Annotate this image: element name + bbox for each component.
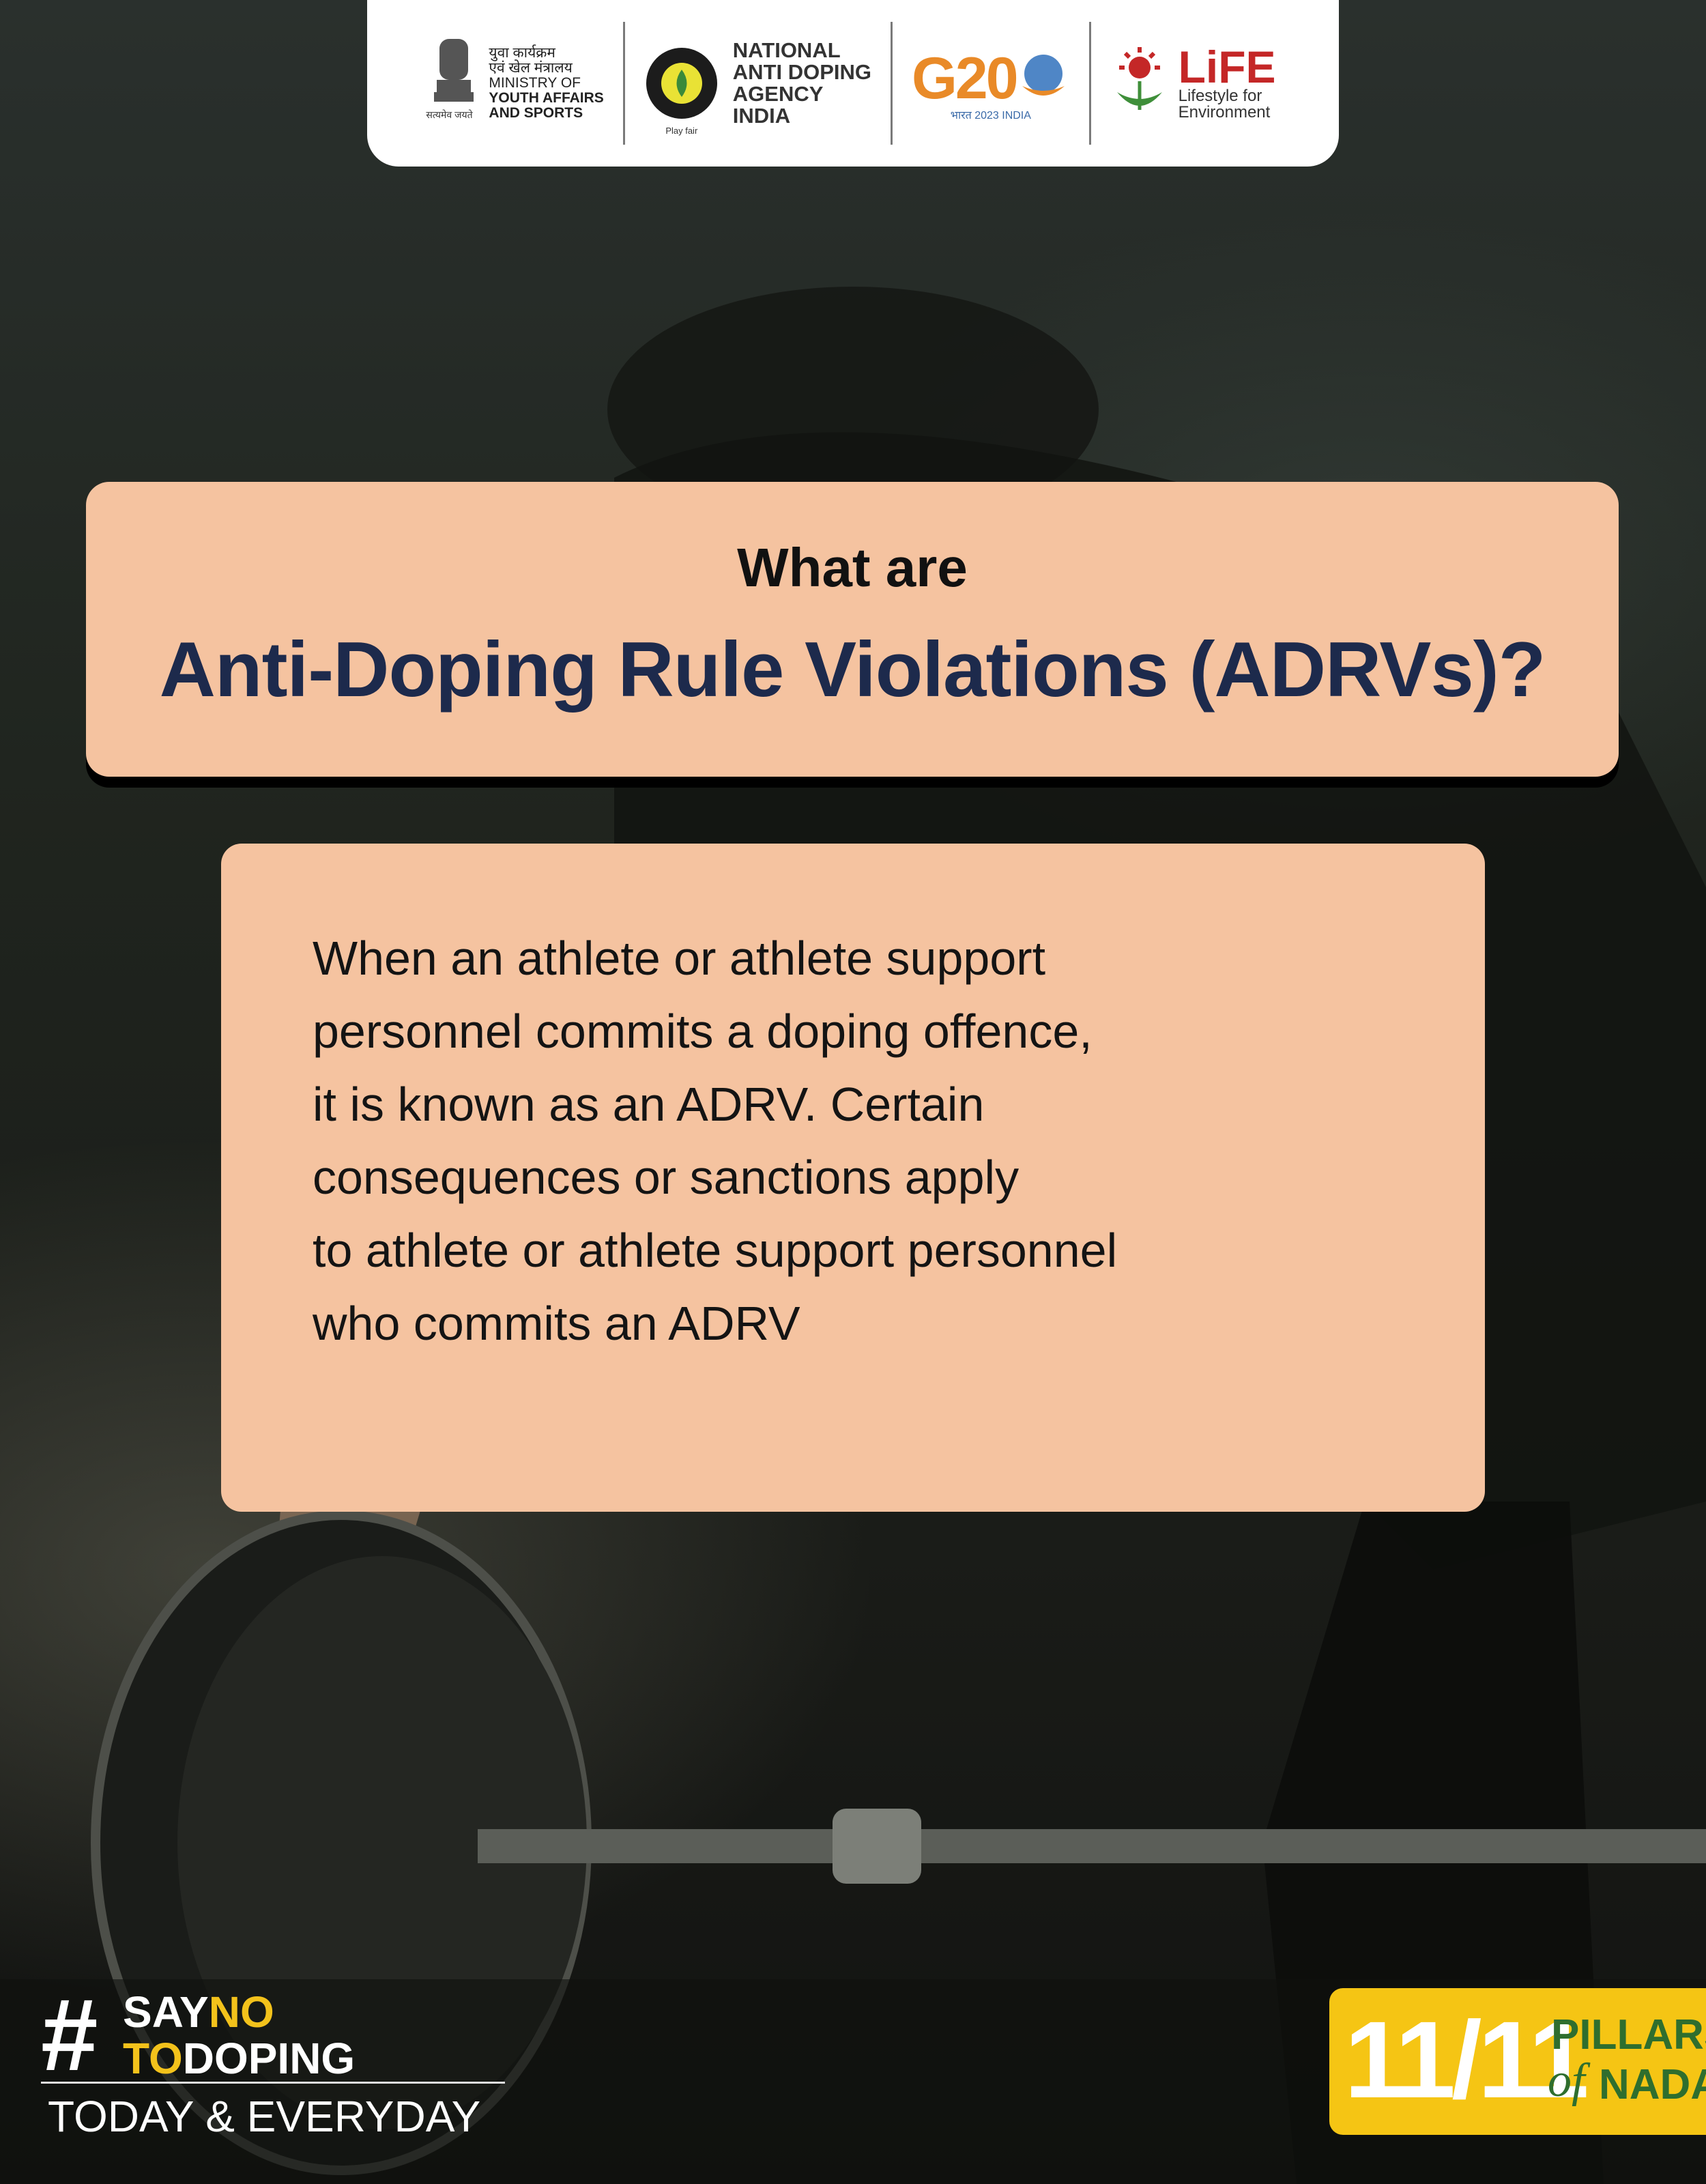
- nada-line2: ANTI DOPING: [732, 60, 872, 84]
- ministry-hindi-line1: युवा कार्यक्रम: [489, 45, 555, 61]
- body-line: to athlete or athlete support personnel: [313, 1224, 1118, 1277]
- hashtag-to: TO: [123, 2034, 183, 2083]
- life-sunflower-icon: [1110, 44, 1169, 123]
- pillars-word: PILLARS: [1551, 2011, 1706, 2058]
- nada-playfair: Play fair: [665, 126, 698, 136]
- globe-lotus-icon: [1017, 51, 1070, 107]
- body-line: personnel commits a doping offence,: [313, 1005, 1093, 1058]
- hashtag-line2: TODOPING: [123, 2037, 355, 2080]
- life-logo-block: LiFE Lifestyle for Environment: [1091, 22, 1295, 145]
- hashtag-doping: DOPING: [182, 2034, 356, 2083]
- ministry-tagline: सत्यमेव जयते: [426, 109, 473, 120]
- hashtag-say: SAY: [123, 1987, 209, 2037]
- hashtag-divider: [41, 2082, 505, 2084]
- nada-line3: AGENCY: [732, 82, 824, 106]
- pillars-count: 11/11: [1344, 1998, 1589, 2121]
- national-emblem-icon: सत्यमेव जयते: [426, 32, 478, 134]
- pillars-of: of: [1548, 2054, 1585, 2107]
- title-card: What are Anti-Doping Rule Violations (AD…: [86, 482, 1619, 777]
- nada-name: NATIONAL ANTI DOPING AGENCY INDIA: [733, 40, 871, 127]
- nada-seal-icon: Play fair: [644, 46, 719, 136]
- g20-wordmark: G20: [912, 45, 1019, 111]
- g20-logo-block: G20 भारत 2023 INDIA: [893, 22, 1089, 145]
- body-line: it is known as an ADRV. Certain: [313, 1078, 985, 1131]
- body-text: When an athlete or athlete support perso…: [313, 922, 1473, 1360]
- header-divider: [1088, 22, 1091, 145]
- title-line1: What are: [737, 537, 968, 598]
- hashtag-tagline: TODAY & EVERYDAY: [48, 2092, 481, 2141]
- hashtag-no: NO: [208, 1987, 274, 2037]
- nada-logo-block: Play fair NATIONAL ANTI DOPING AGENCY IN…: [625, 22, 891, 145]
- nada-line4: INDIA: [732, 104, 791, 128]
- body-line: who commits an ADRV: [313, 1297, 800, 1350]
- ministry-name: युवा कार्यक्रम एवं खेल मंत्रालय MINISTRY…: [489, 46, 603, 121]
- hashtag-line1: SAYNO: [123, 1990, 274, 2034]
- ministry-line2: YOUTH AFFAIRS: [489, 90, 604, 106]
- hash-symbol: #: [41, 1977, 98, 2092]
- life-sub2: Environment: [1178, 103, 1271, 121]
- pillars-nada: NADA: [1599, 2061, 1706, 2108]
- ministry-hindi-line2: एवं खेल मंत्रालय: [489, 60, 573, 76]
- life-sub1: Lifestyle for: [1178, 87, 1262, 105]
- ministry-logo-block: सत्यमेव जयते युवा कार्यक्रम एवं खेल मंत्…: [411, 22, 622, 145]
- body-line: When an athlete or athlete support: [313, 932, 1046, 985]
- pillars-badge: 11/11 PILLARS of NADA: [1329, 1988, 1706, 2135]
- header-divider: [622, 22, 625, 145]
- body-line: consequences or sanctions apply: [313, 1151, 1020, 1204]
- header-logo-bar: सत्यमेव जयते युवा कार्यक्रम एवं खेल मंत्…: [367, 0, 1339, 167]
- g20-subtitle: भारत 2023 INDIA: [950, 109, 1031, 121]
- header-divider: [891, 22, 893, 145]
- ministry-line3: AND SPORTS: [489, 105, 583, 121]
- ministry-line1: MINISTRY OF: [489, 75, 581, 91]
- nada-line1: NATIONAL: [732, 38, 841, 62]
- body-card: When an athlete or athlete support perso…: [221, 844, 1485, 1512]
- title-line2: Anti-Doping Rule Violations (ADRVs)?: [159, 627, 1546, 713]
- life-wordmark: LiFE: [1178, 42, 1276, 92]
